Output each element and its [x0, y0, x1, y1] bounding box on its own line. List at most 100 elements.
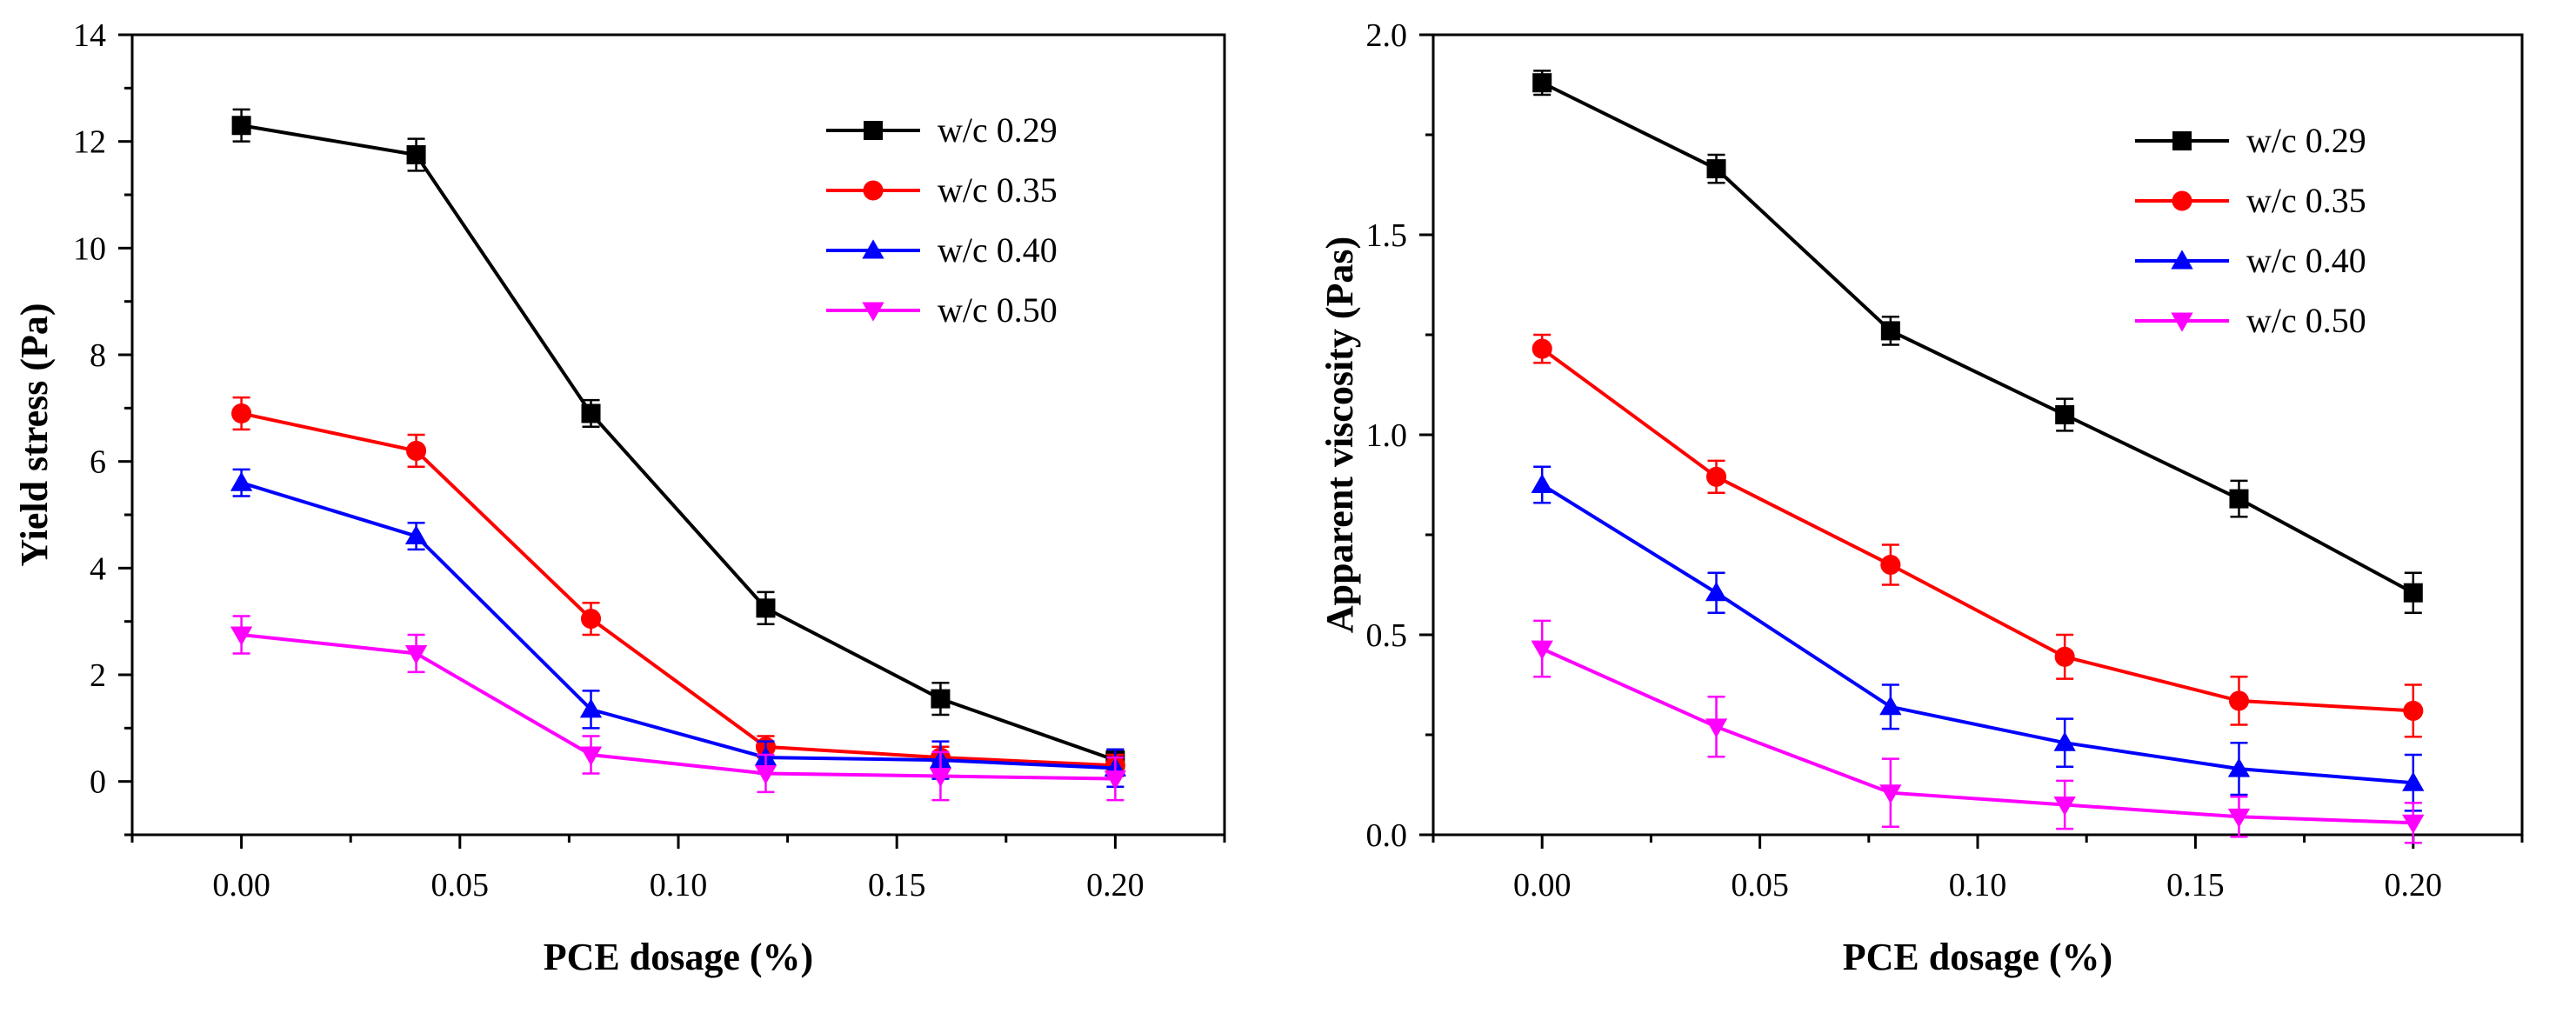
- series-w-c-0-40: w/c 0.40: [230, 230, 1127, 789]
- data-point: [756, 598, 776, 618]
- data-point: [754, 764, 777, 785]
- data-point: [404, 524, 428, 545]
- legend-label: w/c 0.40: [938, 230, 1058, 270]
- y-tick-label: 8: [90, 337, 106, 374]
- data-point: [931, 689, 951, 709]
- x-tick-label: 0.15: [2166, 867, 2225, 903]
- series-line: [1541, 81, 2414, 595]
- y-tick-label: 2.0: [1366, 17, 1408, 54]
- y-tick-label: 4: [90, 550, 106, 587]
- apparent-viscosity-chart: 0.00 0.05 0.10 0.15 0.20 0.0 0.5 1.0 1.5 2.0 PCE d…: [1318, 17, 2524, 978]
- legend-label: w/c 0.35: [2246, 181, 2366, 220]
- legend-marker: [2171, 250, 2193, 270]
- data-point: [1705, 718, 1728, 738]
- y-tick-label: 14: [73, 17, 106, 54]
- legend-marker: [863, 180, 884, 201]
- data-point: [1531, 473, 1553, 493]
- data-point: [231, 116, 251, 136]
- data-point: [1531, 640, 1553, 660]
- series-line: [1541, 347, 2413, 713]
- data-point: [580, 609, 602, 630]
- data-point: [2054, 646, 2075, 667]
- yield-stress-chart: 0.00 0.05 0.10 0.15 0.20 0 2 4 6 8 10 12 14 PCE dosag…: [13, 17, 1226, 978]
- data-point: [2403, 583, 2423, 603]
- series-w-c-0-50: w/c 0.50: [230, 290, 1127, 802]
- legend-label: w/c 0.40: [2246, 241, 2366, 280]
- x-tick-label: 0.00: [1513, 867, 1572, 903]
- legend-marker: [862, 239, 884, 259]
- data-point: [2228, 690, 2250, 711]
- y-tick-label: 12: [73, 124, 106, 161]
- data-point: [1705, 466, 1727, 487]
- y-tick-label: 1.0: [1366, 417, 1408, 454]
- data-point: [1532, 338, 1552, 359]
- legend-marker: [864, 121, 883, 140]
- legend-label: w/c 0.29: [938, 110, 1058, 150]
- legend-label: w/c 0.50: [2246, 301, 2366, 340]
- x-tick-label: 0.10: [1949, 867, 2007, 903]
- x-tick-label: 0.00: [212, 867, 270, 903]
- y-tick-label: 0.5: [1366, 617, 1408, 654]
- data-point: [1706, 159, 1726, 179]
- series-line: [241, 123, 1117, 763]
- data-point: [406, 145, 426, 164]
- legend-label: w/c 0.50: [938, 290, 1058, 330]
- y-axis-title: Yield stress (Pa): [13, 303, 56, 566]
- series-w-c-0-35: w/c 0.35: [231, 170, 1125, 777]
- legend-label: w/c 0.29: [2246, 121, 2366, 160]
- series-line: [1541, 483, 2413, 785]
- data-point: [929, 768, 952, 788]
- data-point: [579, 698, 603, 718]
- series-line: [241, 481, 1116, 770]
- data-point: [1880, 554, 1901, 576]
- y-tick-label: 10: [73, 230, 106, 267]
- series-w-c-0-50: w/c 0.50: [1531, 301, 2425, 844]
- data-point: [2053, 797, 2076, 817]
- x-tick-label: 0.20: [1086, 867, 1145, 903]
- x-tick-label: 0.10: [650, 867, 708, 903]
- x-tick-label: 0.05: [1731, 867, 1789, 903]
- data-point: [2227, 808, 2251, 828]
- y-axis-title: Apparent viscosity (Pas): [1318, 237, 1361, 633]
- data-point: [1705, 582, 1728, 602]
- y-tick-label: 1.5: [1366, 217, 1408, 254]
- data-point: [2053, 731, 2076, 751]
- data-point: [1104, 770, 1127, 790]
- data-point: [230, 626, 253, 646]
- series-w-c-0-29: w/c 0.29: [231, 108, 1125, 772]
- data-point: [1879, 784, 1902, 804]
- data-point: [2402, 771, 2425, 791]
- x-tick-label: 0.20: [2385, 867, 2443, 903]
- legend-marker: [862, 302, 884, 322]
- x-axis-title: PCE dosage (%): [544, 936, 813, 978]
- legend-marker: [2172, 190, 2192, 211]
- legend-marker: [2172, 131, 2192, 150]
- legend-label: w/c 0.35: [938, 170, 1058, 210]
- data-point: [2055, 405, 2075, 424]
- data-point: [231, 403, 252, 424]
- y-tick-label: 2: [90, 657, 106, 694]
- y-tick-label: 6: [90, 444, 106, 481]
- data-point: [2229, 489, 2249, 509]
- legend-marker: [2171, 312, 2193, 332]
- plot-frame: [130, 33, 1226, 837]
- series-line: [241, 633, 1116, 781]
- series-line: [241, 411, 1116, 768]
- x-axis-title: PCE dosage (%): [1843, 936, 2112, 978]
- data-point: [1532, 73, 1552, 93]
- data-point: [230, 471, 253, 491]
- data-point: [1879, 696, 1902, 716]
- series-line: [1541, 647, 2413, 825]
- series-w-c-0-35: w/c 0.35: [1532, 181, 2424, 738]
- x-tick-label: 0.05: [431, 867, 490, 903]
- data-point: [579, 746, 603, 766]
- series-w-c-0-40: w/c 0.40: [1531, 241, 2425, 812]
- data-point: [2402, 814, 2425, 834]
- data-point: [581, 403, 601, 423]
- y-tick-label: 0.0: [1366, 817, 1408, 854]
- data-point: [2227, 757, 2251, 777]
- series-w-c-0-29: w/c 0.29: [1532, 70, 2423, 614]
- data-point: [1880, 321, 1900, 341]
- data-point: [406, 440, 427, 461]
